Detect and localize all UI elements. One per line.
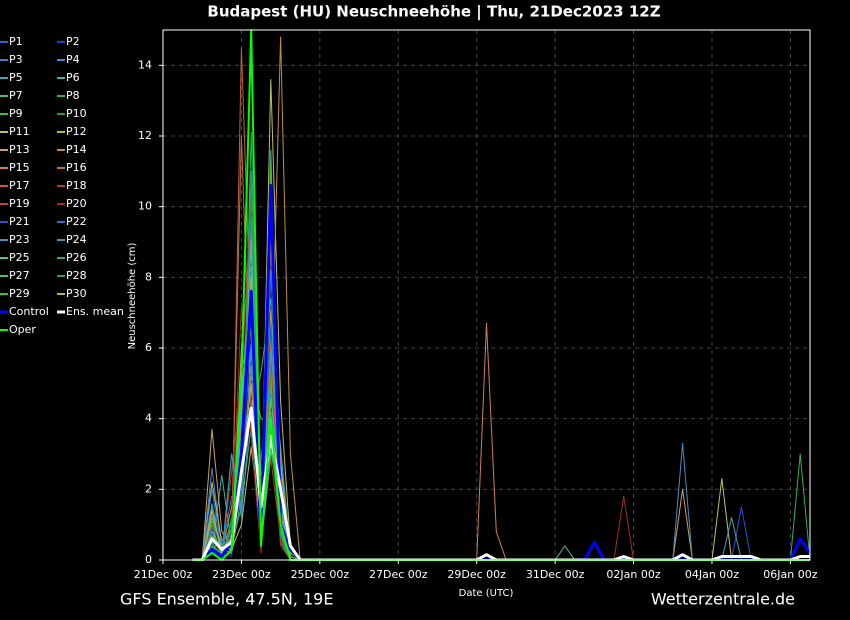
x-tick-label: 31Dec 00z bbox=[526, 568, 585, 581]
y-tick-label: 8 bbox=[145, 270, 152, 283]
y-tick-label: 12 bbox=[138, 129, 152, 142]
legend-label: P4 bbox=[66, 53, 80, 66]
y-axis-label: Neuschneehöhe (cm) bbox=[127, 242, 138, 349]
x-tick-label: 23Dec 00z bbox=[212, 568, 271, 581]
footer-left: GFS Ensemble, 47.5N, 19E bbox=[120, 590, 333, 609]
x-tick-label: 25Dec 00z bbox=[291, 568, 350, 581]
legend-label: P14 bbox=[66, 143, 87, 156]
legend-label: P10 bbox=[66, 107, 87, 120]
legend-label: Control bbox=[9, 305, 49, 318]
legend-label: P11 bbox=[9, 125, 30, 138]
legend-label: P24 bbox=[66, 233, 87, 246]
legend-label: P25 bbox=[9, 251, 30, 264]
legend-label: P26 bbox=[66, 251, 87, 264]
legend-label: P1 bbox=[9, 35, 23, 48]
y-tick-label: 14 bbox=[138, 58, 152, 71]
legend-label: P30 bbox=[66, 287, 87, 300]
x-tick-label: 21Dec 00z bbox=[134, 568, 193, 581]
legend-label: P6 bbox=[66, 71, 80, 84]
legend-label: P17 bbox=[9, 179, 30, 192]
legend-label: P5 bbox=[9, 71, 23, 84]
legend-label: Oper bbox=[9, 323, 36, 336]
y-tick-label: 10 bbox=[138, 200, 152, 213]
legend-label: P16 bbox=[66, 161, 87, 174]
x-axis-label: Date (UTC) bbox=[459, 588, 514, 599]
y-tick-label: 2 bbox=[145, 482, 152, 495]
x-tick-label: 06Jan 00z bbox=[763, 568, 817, 581]
legend-label: Ens. mean bbox=[66, 305, 124, 318]
y-tick-label: 0 bbox=[145, 553, 152, 566]
legend-label: P13 bbox=[9, 143, 30, 156]
legend-label: P22 bbox=[66, 215, 87, 228]
y-tick-label: 4 bbox=[145, 412, 152, 425]
legend-label: P7 bbox=[9, 89, 23, 102]
x-tick-label: 02Jan 00z bbox=[606, 568, 660, 581]
legend-label: P27 bbox=[9, 269, 30, 282]
footer-right: Wetterzentrale.de bbox=[651, 590, 795, 609]
legend-label: P15 bbox=[9, 161, 30, 174]
legend-label: P12 bbox=[66, 125, 87, 138]
legend-label: P19 bbox=[9, 197, 30, 210]
legend-label: P9 bbox=[9, 107, 23, 120]
legend-label: P2 bbox=[66, 35, 80, 48]
legend-label: P29 bbox=[9, 287, 30, 300]
y-tick-label: 6 bbox=[145, 341, 152, 354]
legend-label: P18 bbox=[66, 179, 87, 192]
x-tick-label: 27Dec 00z bbox=[369, 568, 428, 581]
legend-label: P3 bbox=[9, 53, 23, 66]
chart-title: Budapest (HU) Neuschneehöhe | Thu, 21Dec… bbox=[207, 3, 660, 22]
legend-label: P23 bbox=[9, 233, 30, 246]
x-tick-label: 04Jan 00z bbox=[685, 568, 739, 581]
legend-label: P21 bbox=[9, 215, 30, 228]
legend-label: P20 bbox=[66, 197, 87, 210]
plot-frame bbox=[162, 29, 811, 561]
x-tick-label: 29Dec 00z bbox=[447, 568, 506, 581]
legend-label: P8 bbox=[66, 89, 80, 102]
legend-label: P28 bbox=[66, 269, 87, 282]
